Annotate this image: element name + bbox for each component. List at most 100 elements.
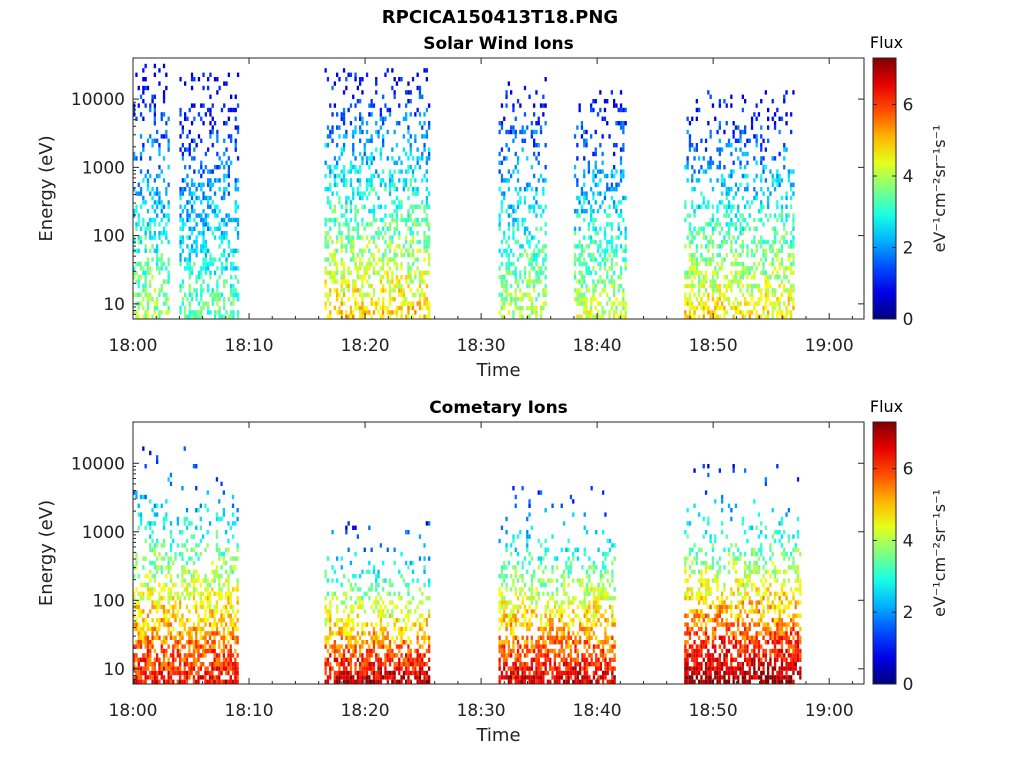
flux-cell [183, 543, 186, 548]
flux-cell [379, 257, 382, 262]
flux-cell [225, 596, 228, 601]
flux-cell [530, 134, 533, 139]
flux-cell [193, 226, 196, 231]
flux-cell [133, 270, 136, 275]
flux-cell [338, 200, 341, 205]
flux-cell [349, 169, 353, 174]
flux-cell [345, 248, 348, 253]
flux-cell [704, 270, 708, 275]
flux-cell [361, 275, 364, 280]
flux-cell [370, 679, 373, 684]
flux-cell [693, 305, 696, 311]
flux-cell [693, 235, 696, 240]
flux-cell [386, 257, 389, 262]
flux-cell [603, 279, 607, 284]
flux-cell [416, 640, 419, 645]
flux-cell [345, 530, 348, 535]
flux-cell [599, 275, 602, 280]
flux-cell [165, 618, 168, 623]
flux-cell [414, 112, 417, 117]
flux-cell [596, 169, 600, 174]
flux-cell [596, 112, 600, 117]
flux-cell [601, 279, 604, 284]
flux-cell [594, 314, 597, 319]
flux-cell [613, 187, 616, 192]
flux-cell [737, 305, 740, 311]
flux-cell [179, 239, 182, 245]
flux-cell [409, 178, 412, 183]
flux-cell [216, 226, 219, 231]
flux-cell [234, 125, 237, 130]
flux-cell [393, 94, 396, 99]
flux-cell [739, 288, 742, 293]
flux-cell [215, 574, 219, 579]
flux-cell [686, 283, 689, 289]
flux-cell [739, 279, 742, 284]
flux-cell [423, 314, 426, 319]
flux-cell [500, 178, 504, 183]
flux-cell [204, 574, 207, 579]
flux-cell [169, 591, 173, 596]
flux-cell [195, 235, 198, 240]
flux-cell [425, 648, 428, 654]
flux-cell [342, 261, 346, 267]
flux-cell [423, 662, 426, 667]
flux-cell [498, 538, 501, 544]
flux-cell [372, 679, 376, 684]
flux-cell [767, 116, 770, 121]
flux-cell [156, 266, 159, 271]
flux-cell [352, 187, 355, 192]
flux-cell [372, 565, 376, 570]
flux-cell [195, 569, 198, 574]
flux-cell [365, 156, 369, 161]
flux-cell [363, 662, 366, 667]
flux-cell [516, 191, 520, 196]
flux-cell [213, 609, 216, 614]
flux-cell [153, 604, 156, 610]
flux-cell [393, 547, 396, 552]
flux-cell [615, 187, 618, 192]
flux-cell [725, 222, 728, 227]
flux-cell [181, 644, 184, 649]
flux-cell [153, 121, 156, 126]
flux-cell [405, 235, 408, 240]
flux-cell [425, 217, 428, 223]
flux-cell [377, 609, 380, 614]
flux-cell [340, 635, 343, 640]
flux-cell [416, 679, 419, 684]
flux-cell [363, 609, 366, 614]
flux-cell [411, 261, 415, 267]
flux-cell [398, 596, 401, 601]
flux-cell [336, 679, 339, 684]
flux-cell [730, 217, 733, 223]
flux-cell [329, 103, 332, 108]
flux-cell [398, 644, 401, 649]
flux-cell [153, 200, 156, 205]
flux-cell [342, 653, 346, 658]
flux-cell [153, 512, 156, 517]
flux-cell [202, 121, 205, 126]
flux-cell [146, 85, 150, 91]
flux-cell [336, 248, 339, 253]
flux-cell [193, 288, 196, 293]
flux-cell [349, 165, 353, 170]
flux-cell [342, 301, 346, 306]
flux-cell [423, 670, 426, 676]
flux-cell [361, 653, 364, 658]
flux-cell [760, 173, 763, 179]
flux-cell [755, 248, 758, 253]
flux-cell [204, 266, 207, 271]
flux-cell [402, 618, 405, 623]
flux-cell [521, 305, 524, 311]
flux-cell [585, 301, 588, 306]
flux-cell [349, 209, 353, 214]
flux-cell [767, 217, 770, 223]
flux-cell [142, 596, 145, 601]
flux-cell [179, 670, 182, 676]
flux-cell [329, 261, 332, 267]
flux-cell [603, 266, 607, 271]
flux-cell [428, 156, 431, 161]
flux-cell [195, 239, 198, 245]
flux-cell [727, 187, 731, 192]
